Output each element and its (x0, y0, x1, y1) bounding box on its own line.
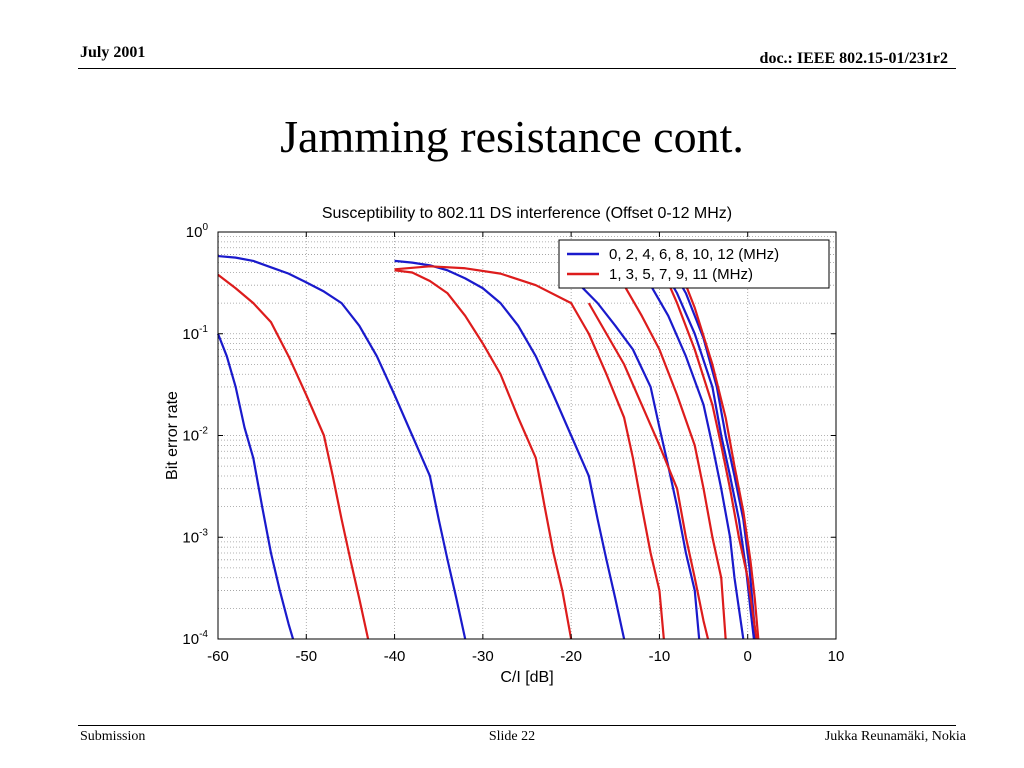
series-line-4 (579, 284, 701, 640)
x-tick-label: -60 (207, 648, 229, 665)
header-date: July 2001 (80, 44, 146, 61)
x-tick-label: 0 (744, 648, 752, 665)
series-line-12 (605, 261, 727, 640)
y-tick-label: 10-4 (182, 629, 208, 648)
ber-chart: -60 -50 -40 -30 -20 -10 0 10 100 10-1 10-2 10-3 10-4… (164, 205, 845, 686)
x-tick-label: -50 (295, 648, 317, 665)
series-line-10 (394, 265, 665, 640)
legend-label: 1, 3, 5, 7, 9, 11 (MHz) (609, 266, 753, 283)
header-doc-id: doc.: IEEE 802.15-01/231r2 (759, 50, 948, 67)
series-line-14 (676, 262, 760, 640)
series-line-13 (658, 262, 758, 640)
slide-title: Jamming resistance cont. (280, 111, 744, 162)
series-line-7 (667, 262, 757, 640)
chart-legend (558, 239, 830, 289)
y-tick-label: 10-3 (182, 527, 208, 546)
x-axis-label: C/I [dB] (500, 669, 553, 686)
series-line-8 (217, 273, 370, 640)
series-line-2 (217, 254, 467, 640)
header-divider (78, 68, 956, 69)
y-tick-label: 10-2 (182, 426, 208, 445)
y-tick-label: 100 (186, 222, 209, 241)
series-line-5 (632, 261, 745, 640)
footer-slide-number: Slide 22 (488, 729, 536, 744)
x-tick-label: -40 (384, 648, 406, 665)
y-axis-label: Bit error rate (164, 391, 181, 480)
footer-divider (78, 725, 956, 726)
footer-submission: Submission (80, 729, 146, 744)
footer-author: Jukka Reunamäki, Nokia (824, 729, 966, 744)
y-tick-label: 10-1 (182, 324, 208, 343)
x-tick-label: 10 (828, 648, 845, 665)
x-tick-label: -10 (649, 648, 671, 665)
x-tick-label: -20 (560, 648, 582, 665)
series-line-9 (394, 269, 573, 640)
series-line-1 (216, 333, 295, 640)
legend-label: 0, 2, 4, 6, 8, 10, 12 (MHz) (609, 246, 779, 263)
chart-title: Susceptibility to 802.11 DS interference… (322, 205, 732, 222)
x-tick-label: -30 (472, 648, 494, 665)
series-line-11 (587, 302, 710, 640)
chart-container: -60 -50 -40 -30 -20 -10 0 10 100 10-1 10-2 10-3 10-4… (150, 195, 870, 695)
